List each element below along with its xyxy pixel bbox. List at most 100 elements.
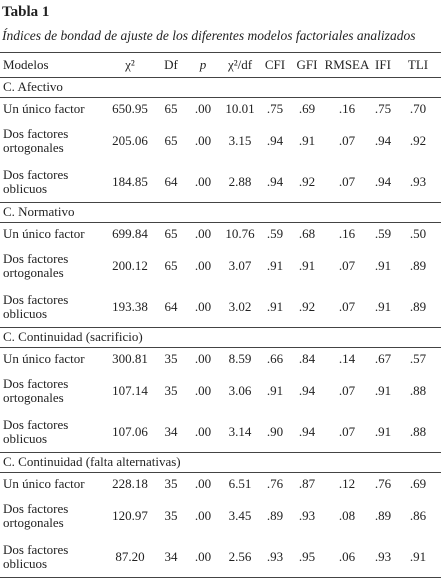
row-label: Un único factor — [3, 225, 85, 241]
cell: .00 — [194, 173, 212, 189]
cell: .93 — [298, 507, 316, 523]
cell: .00 — [194, 298, 212, 314]
rule — [0, 222, 441, 223]
cell: .76 — [266, 475, 284, 491]
rule — [0, 97, 441, 98]
row-label: Dos factores ortogonales — [3, 125, 69, 155]
cell: 2.88 — [228, 173, 252, 189]
cell: .94 — [374, 173, 392, 189]
cell: .92 — [298, 173, 316, 189]
cell: .89 — [409, 298, 427, 314]
cell: 650.95 — [112, 100, 148, 116]
cell: 3.15 — [228, 132, 252, 148]
cell: .91 — [298, 132, 316, 148]
section-label: C. Normativo — [3, 204, 75, 219]
rule — [0, 77, 441, 78]
cell: 6.51 — [228, 475, 252, 491]
rule — [0, 327, 441, 328]
rule — [0, 52, 441, 53]
cell: .67 — [374, 350, 392, 366]
cell: 8.59 — [228, 350, 252, 366]
rule — [0, 577, 441, 578]
row-label: Un único factor — [3, 100, 85, 116]
table-subtitle: Índices de bondad de ajuste de los difer… — [2, 28, 416, 43]
cell: 699.84 — [112, 225, 148, 241]
column-header: CFI — [264, 57, 286, 72]
cell: .07 — [338, 257, 356, 273]
column-header: χ² — [125, 57, 135, 72]
row-label: Dos factores oblicuos — [3, 166, 69, 196]
cell: .89 — [409, 257, 427, 273]
cell: .07 — [338, 173, 356, 189]
cell: .91 — [374, 423, 392, 439]
cell: 65 — [164, 257, 178, 273]
cell: .86 — [409, 507, 427, 523]
cell: .00 — [194, 257, 212, 273]
cell: 3.45 — [228, 507, 252, 523]
cell: .59 — [266, 225, 284, 241]
row-label: Dos factores oblicuos — [3, 416, 69, 446]
cell: .69 — [298, 100, 316, 116]
cell: .07 — [338, 382, 356, 398]
row-label: Un único factor — [3, 475, 85, 491]
cell: .07 — [338, 423, 356, 439]
cell: 3.07 — [228, 257, 252, 273]
cell: .06 — [338, 548, 356, 564]
cell: .95 — [298, 548, 316, 564]
cell: .91 — [374, 257, 392, 273]
cell: .00 — [194, 507, 212, 523]
column-header: Modelos — [3, 57, 49, 72]
cell: .66 — [266, 350, 284, 366]
cell: .00 — [194, 423, 212, 439]
cell: 35 — [164, 475, 178, 491]
rule — [0, 202, 441, 203]
cell: .00 — [194, 225, 212, 241]
cell: 10.01 — [225, 100, 255, 116]
cell: 65 — [164, 132, 178, 148]
cell: .76 — [374, 475, 392, 491]
cell: .91 — [298, 257, 316, 273]
row-label: Dos factores ortogonales — [3, 250, 69, 280]
section-label: C. Afectivo — [3, 79, 63, 94]
column-header: χ²/df — [227, 57, 253, 72]
cell: 107.14 — [112, 382, 148, 398]
cell: .91 — [266, 298, 284, 314]
cell: 35 — [164, 350, 178, 366]
cell: 228.18 — [112, 475, 148, 491]
cell: 3.02 — [228, 298, 252, 314]
cell: .68 — [298, 225, 316, 241]
cell: .93 — [374, 548, 392, 564]
column-header: TLI — [407, 57, 429, 72]
cell: .16 — [338, 100, 356, 116]
cell: .57 — [409, 350, 427, 366]
cell: 120.97 — [112, 507, 148, 523]
cell: .75 — [374, 100, 392, 116]
cell: 3.06 — [228, 382, 252, 398]
cell: 3.14 — [228, 423, 252, 439]
column-header: Df — [164, 57, 178, 72]
cell: .00 — [194, 100, 212, 116]
rule — [0, 347, 441, 348]
cell: .75 — [266, 100, 284, 116]
cell: .93 — [266, 548, 284, 564]
cell: .91 — [266, 382, 284, 398]
cell: 64 — [164, 298, 178, 314]
cell: .00 — [194, 475, 212, 491]
cell: .91 — [374, 298, 392, 314]
row-label: Un único factor — [3, 350, 85, 366]
cell: 205.06 — [112, 132, 148, 148]
row-label: Dos factores oblicuos — [3, 541, 69, 571]
rule — [0, 452, 441, 453]
cell: .94 — [266, 173, 284, 189]
cell: .93 — [409, 173, 427, 189]
cell: 87.20 — [115, 548, 145, 564]
cell: .92 — [409, 132, 427, 148]
cell: .08 — [338, 507, 356, 523]
cell: .89 — [374, 507, 392, 523]
row-label: Dos factores ortogonales — [3, 375, 69, 405]
cell: .89 — [266, 507, 284, 523]
row-label: Dos factores ortogonales — [3, 500, 69, 530]
cell: 193.38 — [112, 298, 148, 314]
cell: .00 — [194, 132, 212, 148]
